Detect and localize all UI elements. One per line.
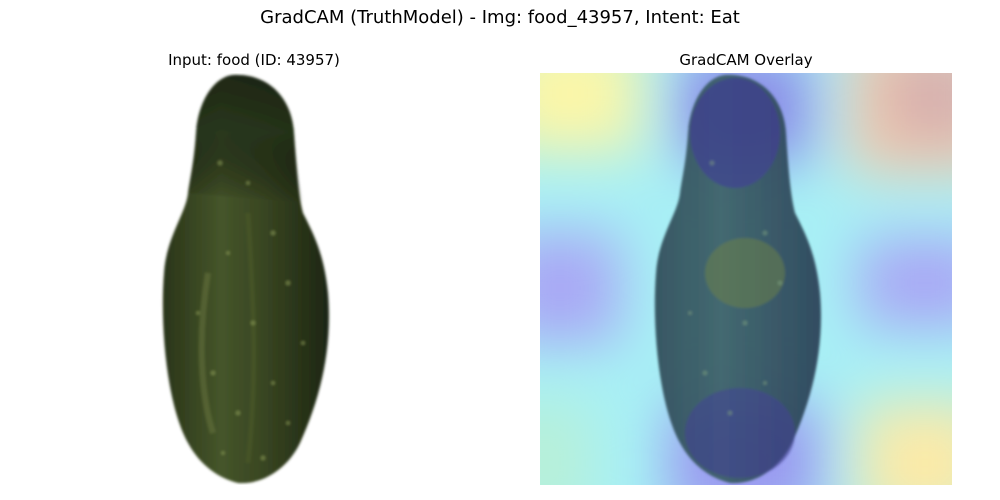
figure-title: GradCAM (TruthModel) - Img: food_43957, … <box>260 7 740 28</box>
cucumber-overlay-shape <box>654 74 821 484</box>
input-image-panel <box>48 73 460 485</box>
input-panel-title: Input: food (ID: 43957) <box>168 51 340 69</box>
gradcam-overlay-image <box>540 73 952 485</box>
cucumber-shape <box>162 74 329 484</box>
input-image <box>48 73 460 485</box>
overlay-panel-title: GradCAM Overlay <box>679 51 813 69</box>
gradcam-overlay-panel <box>540 73 952 485</box>
